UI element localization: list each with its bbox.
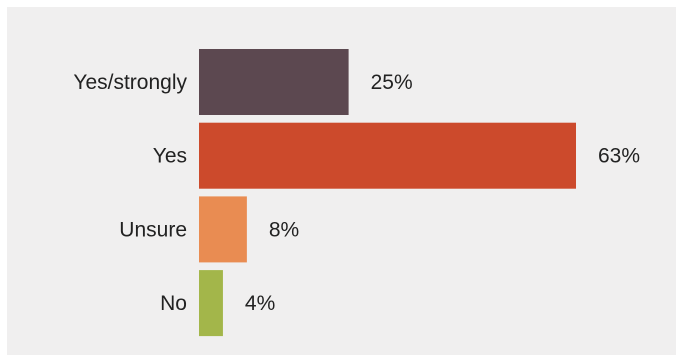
category-label-yes: Yes (153, 145, 187, 168)
category-labels-group: Yes/strongly Yes Unsure No (73, 71, 187, 315)
value-label-yes-strongly: 25% (371, 71, 413, 94)
category-label-unsure: Unsure (119, 218, 187, 241)
value-label-unsure: 8% (269, 218, 299, 241)
value-label-yes: 63% (598, 145, 640, 168)
value-labels-group: 25% 63% 8% 4% (245, 71, 640, 315)
bar-yes-strongly (199, 49, 349, 115)
bar-yes (199, 122, 576, 189)
category-label-yes-strongly: Yes/strongly (73, 71, 187, 94)
bar-unsure (199, 196, 247, 263)
value-label-no: 4% (245, 292, 275, 315)
bars-group (199, 49, 576, 337)
bar-no (199, 270, 223, 337)
category-label-no: No (160, 292, 187, 315)
